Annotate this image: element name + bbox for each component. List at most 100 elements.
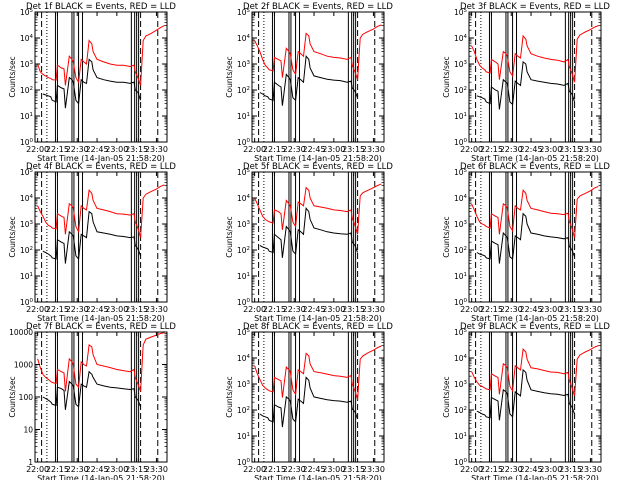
x-tick-label: 23:30: [145, 305, 168, 314]
y-tick-label: 100: [454, 458, 468, 467]
series-events-line: [259, 207, 359, 258]
series-lld-line: [471, 25, 599, 83]
chart-panel-2: Det 2f BLACK = Events, RED = LLD22:0022:…: [225, 2, 393, 163]
y-tick-label: 101: [454, 112, 467, 121]
plot-area: [471, 12, 599, 142]
x-tick-label: 22:15: [46, 305, 69, 314]
x-tick-label: 22:30: [500, 145, 523, 154]
x-tick-label: 22:45: [520, 145, 543, 154]
series-lld-line: [37, 184, 165, 238]
x-tick-label: 22:45: [520, 465, 543, 474]
y-tick-label: 105: [454, 328, 468, 337]
x-tick-label: 22:15: [263, 465, 286, 474]
x-tick-label: 23:00: [105, 145, 128, 154]
x-tick-label: 22:45: [86, 305, 109, 314]
chart-panel-8: Det 8f BLACK = Events, RED = LLD22:0022:…: [225, 322, 393, 480]
x-tick-label: 22:30: [283, 305, 306, 314]
y-tick-label: 101: [454, 272, 467, 281]
y-tick-label: 100: [237, 298, 251, 307]
x-tick-label: 22:30: [283, 145, 306, 154]
chart-panel-6: Det 6f BLACK = Events, RED = LLD22:0022:…: [442, 162, 610, 323]
x-axis-label: Start Time (14-Jan-05 21:58:20): [37, 314, 165, 323]
y-tick-label: 103: [20, 60, 34, 69]
series-events-line: [476, 212, 576, 264]
y-tick-label: 105: [237, 328, 251, 337]
x-tick-label: 22:30: [500, 305, 523, 314]
x-tick-label: 22:15: [46, 145, 69, 154]
y-tick-label: 105: [454, 8, 468, 17]
y-tick-label: 101: [20, 272, 33, 281]
x-axis-label: Start Time (14-Jan-05 21:58:20): [471, 314, 599, 323]
y-tick-label: 100: [237, 458, 251, 467]
chart-panel-3: Det 3f BLACK = Events, RED = LLD22:0022:…: [442, 2, 610, 163]
series-lld-line: [37, 25, 165, 86]
y-tick-label: 102: [454, 406, 467, 415]
y-tick-label: 102: [454, 246, 467, 255]
x-tick-label: 23:15: [559, 145, 582, 154]
y-tick-label: 103: [237, 380, 251, 389]
y-tick-label: 104: [237, 34, 251, 43]
y-tick-label: 100: [454, 298, 468, 307]
x-tick-label: 23:30: [579, 305, 602, 314]
plot-frame: [251, 171, 385, 303]
chart-title: Det 5f BLACK = Events, RED = LLD: [243, 162, 393, 172]
x-tick-label: 22:00: [26, 305, 49, 314]
y-tick-label: 104: [237, 194, 251, 203]
y-tick-label: 105: [237, 8, 251, 17]
x-tick-label: 22:30: [283, 465, 306, 474]
plot-area: [254, 172, 382, 302]
y-tick-label: 10000: [9, 328, 33, 337]
y-tick-label: 103: [454, 220, 468, 229]
x-tick-label: 23:30: [145, 145, 168, 154]
y-tick-label: 104: [237, 354, 251, 363]
y-tick-label: 102: [20, 86, 33, 95]
series-lld-line: [254, 345, 382, 400]
x-tick-label: 23:00: [539, 145, 562, 154]
x-tick-label: 22:30: [500, 465, 523, 474]
series-lld-line: [254, 24, 382, 80]
plot-area: [254, 332, 382, 462]
y-tick-label: 101: [237, 112, 250, 121]
x-axis-label: Start Time (14-Jan-05 21:58:20): [471, 154, 599, 163]
series-events-line: [42, 210, 142, 264]
x-tick-label: 23:15: [559, 465, 582, 474]
y-tick-label: 102: [20, 246, 33, 255]
series-lld-line: [254, 183, 382, 235]
x-tick-label: 22:00: [460, 465, 483, 474]
y-tick-label: 101: [237, 272, 250, 281]
y-tick-label: 105: [237, 168, 251, 177]
chart-title: Det 9f BLACK = Events, RED = LLD: [460, 322, 610, 332]
y-tick-label: 103: [20, 220, 34, 229]
y-tick-label: 104: [454, 194, 468, 203]
y-axis-label: Counts/sec: [225, 216, 234, 257]
x-tick-label: 22:45: [303, 465, 326, 474]
x-tick-label: 23:15: [559, 305, 582, 314]
y-tick-label: 102: [454, 86, 467, 95]
series-events-line: [476, 60, 576, 110]
plot-frame: [34, 171, 168, 303]
y-tick-label: 1000: [14, 361, 33, 370]
x-axis-label: Start Time (14-Jan-05 21:58:20): [254, 474, 382, 480]
x-tick-label: 22:15: [263, 305, 286, 314]
y-tick-label: 104: [20, 194, 34, 203]
series-events-line: [476, 368, 576, 421]
x-tick-label: 23:00: [322, 465, 345, 474]
y-tick-label: 105: [20, 168, 34, 177]
x-tick-label: 23:00: [539, 305, 562, 314]
x-tick-label: 22:30: [66, 305, 89, 314]
y-tick-label: 104: [454, 34, 468, 43]
x-tick-label: 23:15: [125, 305, 148, 314]
y-axis-label: Counts/sec: [225, 56, 234, 97]
y-tick-label: 102: [237, 86, 250, 95]
chart-panel-4: Det 4f BLACK = Events, RED = LLD22:0022:…: [8, 162, 176, 323]
y-tick-label: 100: [237, 138, 251, 147]
y-axis-label: Counts/sec: [8, 216, 17, 257]
x-tick-label: 23:00: [105, 305, 128, 314]
y-tick-label: 104: [20, 34, 34, 43]
x-tick-label: 23:15: [342, 305, 365, 314]
x-tick-label: 22:45: [86, 145, 109, 154]
plot-frame: [468, 331, 602, 463]
series-events-line: [259, 54, 359, 106]
series-events-line: [42, 58, 142, 109]
